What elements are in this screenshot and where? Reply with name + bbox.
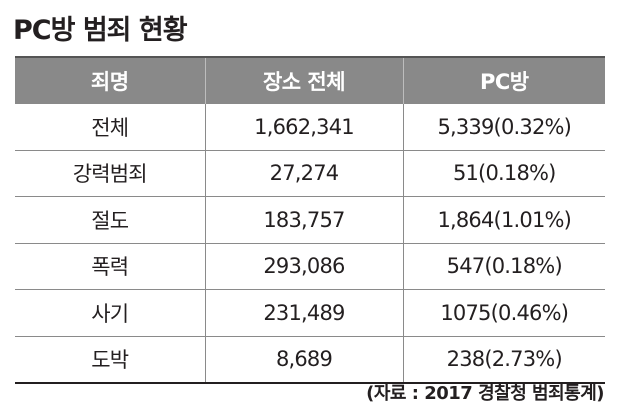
cell-all-locations: 8,689 (204, 336, 403, 384)
table-row: 폭력 293,086 547(0.18%) (15, 243, 605, 290)
page-title: PC방 범죄 현황 (13, 15, 188, 46)
cell-pc-room: 5,339(0.32%) (402, 104, 605, 151)
table-header-row: 죄명 장소 전체 PC방 (15, 57, 605, 104)
table-row: 절도 183,757 1,864(1.01%) (15, 196, 605, 244)
header-crime-type: 죄명 (15, 57, 205, 104)
table-row: 전체 1,662,341 5,339(0.32%) (15, 104, 605, 151)
cell-crime-type: 사기 (15, 289, 205, 337)
source-note: (자료 : 2017 경찰청 범죄통계) (366, 383, 604, 404)
crime-stats-table: 죄명 장소 전체 PC방 전체 1,662,341 5,339(0.32%) 강… (15, 56, 605, 384)
cell-all-locations: 1,662,341 (204, 104, 403, 151)
cell-all-locations: 293,086 (204, 243, 403, 290)
cell-all-locations: 183,757 (204, 196, 403, 244)
cell-pc-room: 51(0.18%) (402, 150, 605, 197)
cell-crime-type: 폭력 (15, 243, 205, 290)
cell-pc-room: 547(0.18%) (402, 243, 605, 290)
cell-pc-room: 1,864(1.01%) (402, 196, 605, 244)
cell-crime-type: 강력범죄 (15, 150, 205, 197)
header-all-locations: 장소 전체 (204, 57, 403, 104)
cell-crime-type: 도박 (15, 336, 205, 384)
cell-crime-type: 절도 (15, 196, 205, 244)
cell-crime-type: 전체 (15, 104, 205, 151)
cell-pc-room: 238(2.73%) (402, 336, 605, 384)
table-row: 사기 231,489 1075(0.46%) (15, 289, 605, 337)
cell-pc-room: 1075(0.46%) (402, 289, 605, 337)
header-pc-room: PC방 (402, 57, 605, 104)
cell-all-locations: 27,274 (204, 150, 403, 197)
table-row: 강력범죄 27,274 51(0.18%) (15, 150, 605, 197)
cell-all-locations: 231,489 (204, 289, 403, 337)
table-row: 도박 8,689 238(2.73%) (15, 336, 605, 384)
